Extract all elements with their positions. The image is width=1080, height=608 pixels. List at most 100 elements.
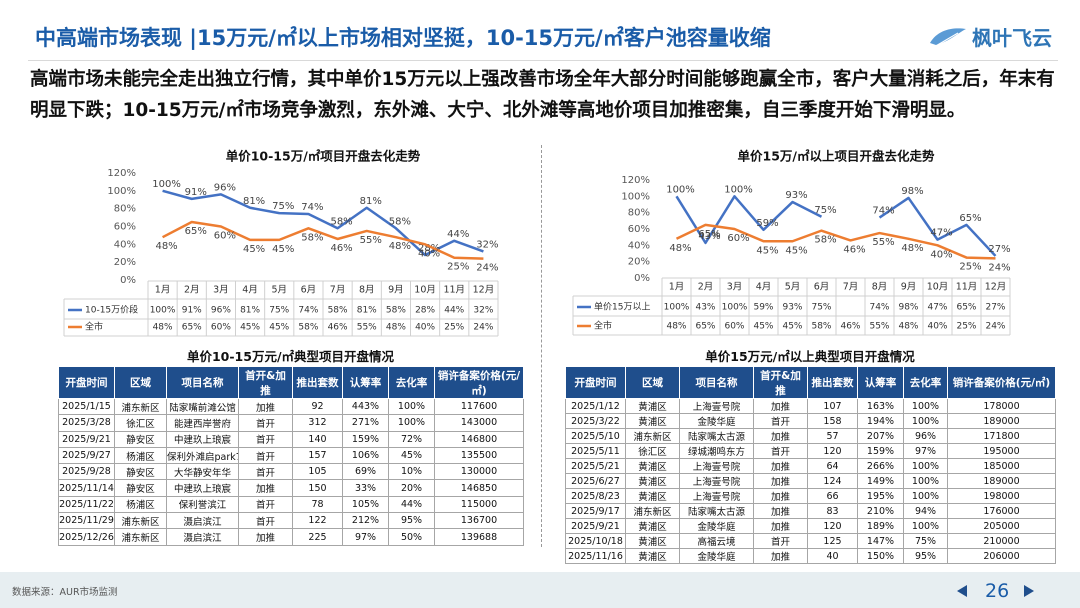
- table-cell: 189000: [947, 473, 1056, 489]
- table-cell: 78: [292, 495, 343, 514]
- data-label: 81%: [360, 196, 382, 207]
- table-cell: 100%: [903, 413, 948, 429]
- data-label: 55%: [872, 237, 894, 248]
- table-cell: 静安区: [114, 463, 167, 481]
- table-cell: 150%: [857, 548, 904, 564]
- table-cell: 312: [292, 414, 343, 432]
- table-cell: 117600: [434, 397, 524, 416]
- table-row: 2025/1/15 浦东新区 陆家嘴前滩公馆 加推 92 443% 100% 117600: [58, 397, 524, 416]
- table-cell: 100%: [903, 458, 948, 474]
- y-tick-label: 60%: [628, 224, 650, 235]
- data-label: 48%: [669, 243, 691, 254]
- table-cell: 黄浦区: [625, 398, 680, 414]
- table-cell: 首开: [238, 495, 293, 514]
- x-tick-label: 2月: [698, 282, 714, 293]
- data-label: 100%: [666, 184, 695, 195]
- table-cell: 100%: [903, 518, 948, 534]
- data-label: 65%: [185, 226, 207, 237]
- table-cell: 105%: [342, 495, 389, 514]
- table-cell: 40: [807, 548, 858, 564]
- table-cell: 陆家嘴太古源: [679, 503, 754, 519]
- y-tick-label: 60%: [114, 222, 136, 233]
- table-value: 40%: [415, 323, 435, 333]
- table-cell: 57: [807, 428, 858, 444]
- table-cell: 加推: [753, 398, 808, 414]
- table-row: 2025/9/21 静安区 中建玖上琅宸 首开 140 159% 72% 146800: [58, 430, 524, 448]
- logo: 枫叶飞云: [928, 22, 1052, 51]
- header-cell: 推出套数: [807, 366, 858, 399]
- table-cell: 266%: [857, 458, 904, 474]
- table-value: 100%: [722, 303, 748, 313]
- table-cell: 75%: [903, 533, 948, 549]
- table-cell: 2025/3/22: [565, 413, 626, 429]
- data-label: 40%: [418, 248, 440, 259]
- y-tick-label: 100%: [621, 191, 650, 202]
- data-label: 28%: [418, 243, 440, 254]
- chart-title: 单价15万/㎡以上项目开盘去化走势: [738, 149, 935, 164]
- data-label: 55%: [360, 235, 382, 246]
- data-label: 98%: [901, 186, 923, 197]
- data-label: 74%: [301, 202, 323, 213]
- table-cell: 206000: [947, 548, 1056, 564]
- table-cell: 黄浦区: [625, 473, 680, 489]
- table-cell: 96%: [903, 428, 948, 444]
- data-label: 47%: [930, 228, 952, 239]
- table-cell: 443%: [342, 397, 389, 416]
- table-cell: 69%: [342, 463, 389, 481]
- table-value: 48%: [666, 322, 686, 332]
- table-value: 75%: [269, 306, 289, 316]
- table-value: 96%: [211, 306, 231, 316]
- line-chart: 单价10-15万/㎡项目开盘去化走势 0% 20% 40% 60% 80% 100% 120%…: [63, 149, 499, 337]
- table-cell: 271%: [342, 414, 389, 432]
- table-cell: 2025/10/18: [565, 533, 626, 549]
- data-label: 40%: [930, 249, 952, 260]
- data-label: 32%: [476, 239, 498, 250]
- x-tick-label: 7月: [330, 285, 346, 296]
- data-label: 45%: [785, 245, 807, 256]
- data-label: 43%: [698, 231, 720, 242]
- table-row: 2025/9/28 静安区 大华静安年华 首开 105 69% 10% 130000: [58, 463, 524, 481]
- header-cell: 认筹率: [342, 366, 389, 399]
- table-value: 65%: [695, 322, 715, 332]
- table-cell: 100%: [388, 397, 435, 416]
- prev-arrow[interactable]: [955, 583, 969, 599]
- table-cell: 金陵华庭: [679, 548, 754, 564]
- data-label: 24%: [988, 262, 1010, 273]
- table-cell: 83: [807, 503, 858, 519]
- table-cell: 加推: [238, 397, 293, 416]
- data-label: 48%: [155, 241, 177, 252]
- data-table: 开盘时间 区域 项目名称 首开&加推 推出套数 认筹率 去化率 销许备案价格(元/㎡) 2025…: [565, 366, 1056, 564]
- x-tick-label: 12月: [985, 282, 1007, 293]
- x-tick-label: 9月: [901, 282, 917, 293]
- table-cell: 浦东新区: [114, 397, 167, 416]
- table-value: 43%: [695, 303, 715, 313]
- table-cell: 92: [292, 397, 343, 416]
- x-tick-label: 8月: [359, 285, 375, 296]
- table-cell: 210%: [857, 503, 904, 519]
- table-value: 60%: [724, 322, 744, 332]
- table-value: 48%: [153, 323, 173, 333]
- header-cell: 开盘时间: [565, 366, 626, 399]
- table-value: 45%: [753, 322, 773, 332]
- header-row: 开盘时间 区域 项目名称 首开&加推 推出套数 认筹率 去化率 销许备案价格(元/㎡): [58, 366, 524, 399]
- table-cell: 加推: [753, 503, 808, 519]
- x-tick-label: 6月: [301, 285, 317, 296]
- table-cell: 上海壹号院: [679, 458, 754, 474]
- x-tick-label: 5月: [785, 282, 801, 293]
- table-value: 44%: [444, 306, 464, 316]
- x-tick-label: 9月: [388, 285, 404, 296]
- data-label: 48%: [901, 243, 923, 254]
- table-row: 2025/11/29 浦东新区 滠启滨江 首开 122 212% 95% 136700: [58, 512, 524, 530]
- table-cell: 2025/3/28: [58, 414, 115, 432]
- table-cell: 黄浦区: [625, 488, 680, 504]
- table-cell: 首开: [238, 430, 293, 448]
- table-cell: 2025/8/23: [565, 488, 626, 504]
- next-arrow[interactable]: [1022, 583, 1036, 599]
- chart-title: 单价10-15万/㎡项目开盘去化走势: [226, 149, 421, 164]
- header-cell: 区域: [114, 366, 167, 399]
- header-cell: 区域: [625, 366, 680, 399]
- x-tick-label: 1月: [669, 282, 685, 293]
- table-cell: 2025/12/26: [58, 528, 115, 546]
- table-cell: 140: [292, 430, 343, 448]
- header-cell: 销许备案价格(元/㎡): [947, 366, 1056, 399]
